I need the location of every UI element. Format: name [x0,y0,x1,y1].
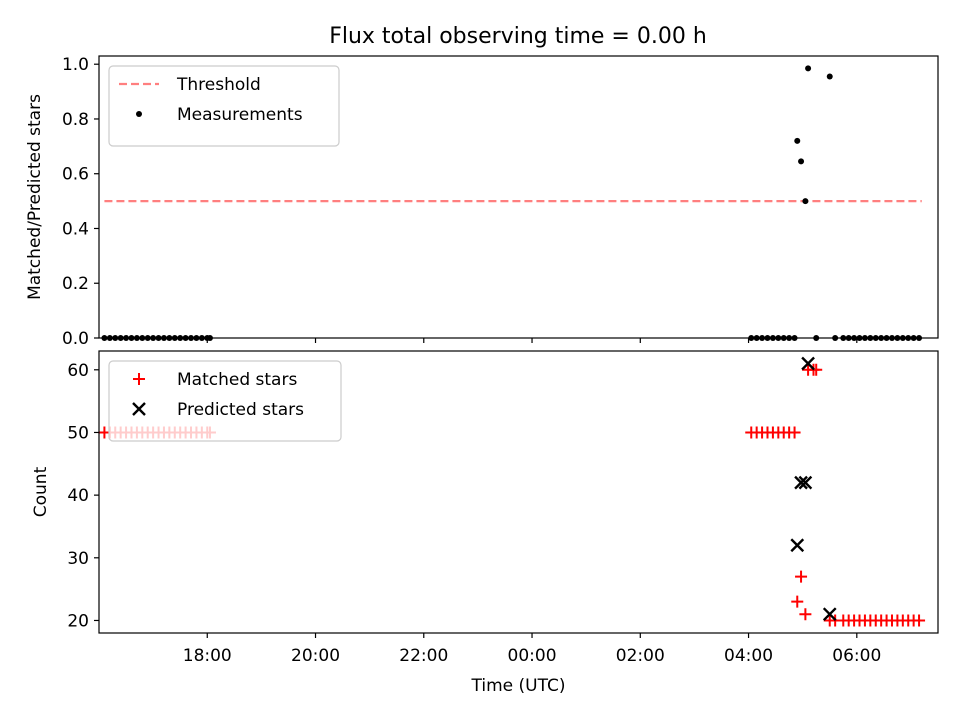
y-tick-label: 0.6 [62,165,89,185]
y-tick-label: 0.8 [62,110,89,130]
data-point [822,607,837,622]
data-point [798,158,805,165]
y-tick-label: 20 [67,611,89,631]
y-tick-label: 0.0 [62,329,89,349]
data-point [810,363,823,376]
panel-top: 0.0 0.2 0.4 0.6 0.8 1.0 Matched/Predicted star… [25,55,939,349]
data-point [791,595,804,608]
x-tick-label: 00:00 [508,646,557,666]
x-tick-label: 02:00 [616,646,665,666]
x-tick-label: 18:00 [183,646,232,666]
legend: Matched stars Predicted stars [108,360,342,442]
y-tick-label: 50 [67,423,89,443]
legend-box [108,65,340,147]
series-predicted-stars [790,356,837,622]
y-tick-label: 30 [67,549,89,569]
x-axis-label: Time (UTC) [471,676,566,696]
data-point [913,614,926,627]
data-point [795,570,808,583]
panel-bottom: 18:00 20:00 22:00 00:00 02:00 04:00 06:00 20 30 4… [31,350,939,696]
data-point [794,137,801,144]
x-tick-label: 22:00 [399,646,448,666]
data-point [788,426,801,439]
axes-frame [98,55,939,339]
legend-box [108,360,342,442]
data-point [790,538,805,553]
data-point [805,65,812,72]
legend: Threshold Measurements [108,65,340,147]
y-tick-label: 0.4 [62,219,89,239]
y-tick-label: 1.0 [62,55,89,75]
legend-label: Matched stars [177,370,297,390]
data-point [801,356,815,371]
data-point [826,73,833,80]
y-tick-label: 40 [67,486,89,506]
y-axis-label: Count [31,466,51,517]
y-tick-label: 0.2 [62,274,89,294]
y-tick-label: 60 [67,361,89,381]
data-point [802,198,809,205]
legend-swatch [132,402,146,416]
legend-swatch [133,373,145,385]
legend-swatch [136,111,142,117]
data-point [794,475,808,490]
axes-frame [98,350,939,634]
legend-label: Threshold [176,75,261,95]
y-axis-label: Matched/Predicted stars [25,94,45,300]
legend-label: Measurements [177,105,303,125]
x-tick-label: 06:00 [832,646,881,666]
data-point [799,608,812,621]
x-tick-label: 20:00 [291,646,340,666]
chart-title: Flux total observing time = 0.00 h [329,24,707,49]
x-tick-label: 04:00 [724,646,773,666]
data-point [798,475,813,490]
legend-label: Predicted stars [177,400,304,420]
